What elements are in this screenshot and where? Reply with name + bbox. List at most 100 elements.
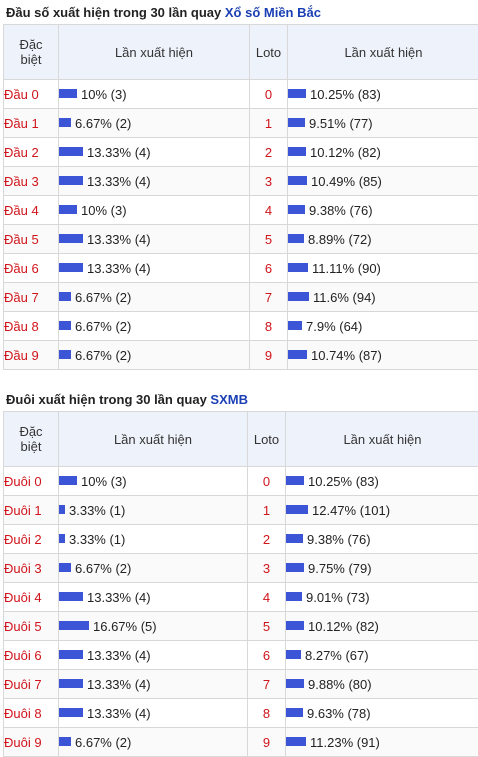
loto-frequency-cell: 9.63% (78) (286, 699, 478, 728)
special-frequency-cell: 6.67% (2) (59, 341, 250, 370)
frequency-text: 10.25% (83) (308, 474, 379, 489)
row-label: Đầu 3 (4, 167, 59, 196)
loto-frequency-cell: 10.12% (82) (286, 612, 478, 641)
frequency-bar (59, 263, 83, 272)
special-frequency-cell: 6.67% (2) (59, 283, 250, 312)
frequency-bar (286, 737, 306, 746)
frequency-text: 6.67% (2) (75, 290, 131, 305)
row-label: Đuôi 8 (4, 699, 59, 728)
loto-frequency-cell: 9.51% (77) (288, 109, 478, 138)
loto-frequency-cell: 12.47% (101) (286, 496, 478, 525)
xsmb-link[interactable]: Xổ số Miền Bắc (225, 5, 321, 20)
loto-frequency-cell: 10.74% (87) (288, 341, 478, 370)
loto-frequency-cell: 10.25% (83) (286, 467, 478, 496)
frequency-text: 13.33% (4) (87, 648, 151, 663)
loto-frequency-cell: 8.89% (72) (288, 225, 478, 254)
frequency-text: 10% (3) (81, 474, 127, 489)
dau-title-text: Đầu số xuất hiện trong 30 lần quay (6, 5, 225, 20)
frequency-bar (286, 650, 301, 659)
row-label: Đuôi 2 (4, 525, 59, 554)
special-frequency-cell: 13.33% (4) (59, 138, 250, 167)
frequency-text: 9.51% (77) (309, 116, 373, 131)
frequency-bar (286, 592, 302, 601)
frequency-bar (288, 234, 304, 243)
frequency-text: 10.49% (85) (311, 174, 382, 189)
frequency-text: 8.27% (67) (305, 648, 369, 663)
header-loto: Loto (250, 25, 288, 80)
loto-frequency-cell: 11.23% (91) (286, 728, 478, 757)
frequency-text: 16.67% (5) (93, 619, 157, 634)
frequency-bar (286, 621, 304, 630)
loto-frequency-cell: 7.9% (64) (288, 312, 478, 341)
frequency-bar (59, 205, 77, 214)
frequency-bar (286, 476, 304, 485)
dau-section-title: Đầu số xuất hiện trong 30 lần quay Xổ số… (6, 5, 321, 20)
frequency-text: 13.33% (4) (87, 590, 151, 605)
frequency-text: 9.38% (76) (309, 203, 373, 218)
frequency-text: 3.33% (1) (69, 503, 125, 518)
loto-digit: 3 (250, 167, 288, 196)
row-label: Đuôi 0 (4, 467, 59, 496)
frequency-text: 13.33% (4) (87, 261, 151, 276)
frequency-bar (59, 147, 83, 156)
header-occurrences-loto: Lần xuất hiện (286, 412, 478, 467)
special-frequency-cell: 13.33% (4) (59, 167, 250, 196)
row-label: Đầu 1 (4, 109, 59, 138)
row-label: Đầu 2 (4, 138, 59, 167)
frequency-bar (288, 89, 306, 98)
frequency-text: 13.33% (4) (87, 677, 151, 692)
loto-frequency-cell: 9.38% (76) (286, 525, 478, 554)
frequency-text: 10% (3) (81, 203, 127, 218)
frequency-bar (288, 205, 305, 214)
duoi-section-title: Đuôi xuất hiện trong 30 lần quay SXMB (6, 392, 248, 407)
loto-frequency-cell: 11.6% (94) (288, 283, 478, 312)
row-label: Đuôi 9 (4, 728, 59, 757)
sxmb-link[interactable]: SXMB (210, 392, 248, 407)
frequency-text: 11.6% (94) (313, 290, 376, 305)
frequency-bar (59, 321, 71, 330)
frequency-bar (288, 263, 308, 272)
frequency-text: 10.12% (82) (310, 145, 381, 160)
header-occurrences: Lần xuất hiện (59, 25, 250, 80)
frequency-bar (59, 650, 83, 659)
frequency-bar (286, 679, 304, 688)
row-label: Đầu 7 (4, 283, 59, 312)
frequency-bar (286, 534, 303, 543)
loto-digit: 4 (250, 196, 288, 225)
special-frequency-cell: 6.67% (2) (59, 312, 250, 341)
loto-digit: 5 (250, 225, 288, 254)
special-frequency-cell: 16.67% (5) (59, 612, 248, 641)
special-frequency-cell: 10% (3) (59, 80, 250, 109)
frequency-text: 10.74% (87) (311, 348, 382, 363)
frequency-text: 6.67% (2) (75, 561, 131, 576)
frequency-bar (288, 147, 306, 156)
frequency-bar (288, 292, 309, 301)
frequency-text: 6.67% (2) (75, 116, 131, 131)
frequency-text: 13.33% (4) (87, 145, 151, 160)
row-label: Đầu 0 (4, 80, 59, 109)
special-frequency-cell: 3.33% (1) (59, 496, 248, 525)
frequency-text: 12.47% (101) (312, 503, 390, 518)
special-frequency-cell: 13.33% (4) (59, 254, 250, 283)
loto-digit: 9 (248, 728, 286, 757)
frequency-bar (288, 176, 307, 185)
loto-digit: 9 (250, 341, 288, 370)
frequency-text: 9.88% (80) (308, 677, 372, 692)
frequency-bar (59, 621, 89, 630)
special-frequency-cell: 13.33% (4) (59, 699, 248, 728)
loto-frequency-cell: 9.01% (73) (286, 583, 478, 612)
frequency-bar (288, 118, 305, 127)
header-occurrences: Lần xuất hiện (59, 412, 248, 467)
frequency-bar (286, 563, 304, 572)
special-frequency-cell: 13.33% (4) (59, 225, 250, 254)
frequency-bar (59, 679, 83, 688)
